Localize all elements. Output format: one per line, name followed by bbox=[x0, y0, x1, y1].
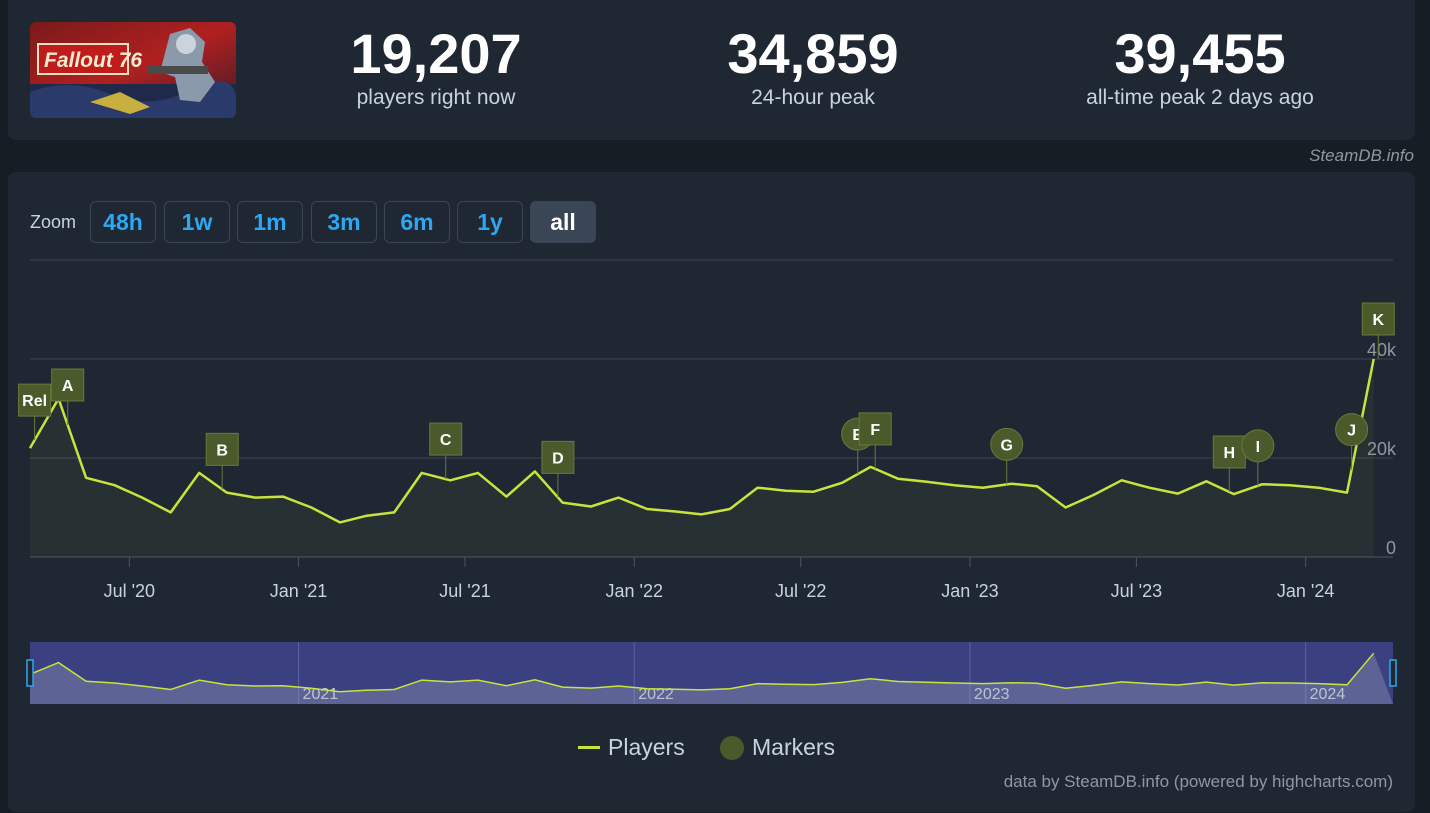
marker-label: D bbox=[552, 450, 564, 467]
players-line[interactable] bbox=[28, 358, 1375, 524]
zoom-48h-button[interactable]: 48h bbox=[90, 201, 156, 243]
highcharts-credit[interactable]: data by SteamDB.info (powered by highcha… bbox=[1003, 772, 1393, 791]
marker-k[interactable] bbox=[1361, 302, 1395, 336]
legend-players[interactable]: Players bbox=[578, 734, 685, 761]
logo-text: Fallout 76 bbox=[44, 49, 142, 72]
navigator-year-label: 2022 bbox=[638, 686, 674, 703]
marker-label: C bbox=[440, 432, 452, 449]
y-tick-label: 20k bbox=[1367, 439, 1397, 459]
zoom-1w-button[interactable]: 1w bbox=[164, 201, 230, 243]
navigator-handle-left[interactable] bbox=[26, 659, 34, 687]
y-tick-label: 0 bbox=[1386, 538, 1396, 558]
steamdb-credit[interactable]: SteamDB.info bbox=[1309, 146, 1414, 165]
zoom-3m-button[interactable]: 3m bbox=[311, 201, 377, 243]
players-series[interactable] bbox=[28, 358, 1375, 557]
legend-players-label: Players bbox=[608, 734, 685, 760]
marker-label: K bbox=[1373, 312, 1385, 329]
chart-grid bbox=[30, 259, 1393, 558]
stat-current: 19,207 players right now bbox=[276, 26, 596, 110]
navigator-year-label: 2023 bbox=[974, 686, 1010, 703]
marker-b[interactable] bbox=[205, 432, 239, 466]
game-logo[interactable]: Fallout 76 bbox=[30, 22, 236, 118]
y-axis: 0 20k 40k bbox=[1367, 340, 1397, 558]
marker-f[interactable] bbox=[858, 412, 892, 446]
marker-a[interactable] bbox=[51, 368, 85, 402]
marker-d[interactable] bbox=[541, 440, 575, 474]
marker-label: G bbox=[1000, 437, 1012, 454]
x-axis: Jul '20 Jan '21 Jul '21 Jan '22 Jul '22 Jan '… bbox=[104, 557, 1334, 601]
zoom-label: Zoom bbox=[30, 212, 77, 232]
navigator-year-label: 2024 bbox=[1310, 686, 1346, 703]
y-tick-label: 40k bbox=[1367, 340, 1397, 360]
marker-g[interactable] bbox=[990, 427, 1024, 461]
player-chart[interactable]: Jul '20 Jan '21 Jul '21 Jan '22 Jul '22 Jan '… bbox=[8, 172, 1415, 812]
legend-markers[interactable]: Markers bbox=[720, 734, 835, 761]
navigator-area bbox=[30, 653, 1393, 704]
marker-label: J bbox=[1347, 423, 1356, 440]
stats-panel: Fallout 76 19,207 players right now 34,8… bbox=[8, 0, 1415, 140]
navigator-line bbox=[29, 652, 1375, 693]
marker-i[interactable] bbox=[1241, 429, 1275, 463]
event-markers[interactable]: Rel A B C D E F G H I J K bbox=[18, 302, 1395, 498]
markers-legend-swatch bbox=[720, 735, 744, 760]
x-tick-label: Jan '22 bbox=[606, 581, 663, 601]
chart-panel: Zoom 48h 1w 1m 3m 6m 1y all Jul '20 Jan '21 Jul … bbox=[8, 172, 1415, 812]
marker-label: I bbox=[1256, 439, 1260, 456]
marker-label: Rel bbox=[22, 393, 47, 410]
x-tick-label: Jul '22 bbox=[775, 581, 826, 601]
players-now-value: 19,207 bbox=[350, 22, 522, 85]
navigator-handle-right[interactable] bbox=[1389, 659, 1397, 687]
marker-h[interactable] bbox=[1212, 435, 1246, 469]
players-area bbox=[30, 359, 1374, 557]
marker-j[interactable] bbox=[1335, 413, 1369, 447]
peak-24h-label: 24-hour peak bbox=[751, 86, 875, 109]
navigator-window[interactable] bbox=[30, 642, 1393, 704]
marker-rel[interactable] bbox=[18, 383, 52, 417]
x-tick-label: Jul '21 bbox=[439, 581, 490, 601]
all-time-peak-label: all-time peak 2 days ago bbox=[1086, 86, 1314, 109]
marker-label: H bbox=[1224, 445, 1236, 462]
marker-c[interactable] bbox=[429, 422, 463, 456]
marker-label: A bbox=[62, 378, 74, 395]
marker-label: B bbox=[216, 442, 228, 459]
all-time-peak-value: 39,455 bbox=[1114, 22, 1286, 85]
x-tick-label: Jul '23 bbox=[1111, 581, 1162, 601]
zoom-1y-button[interactable]: 1y bbox=[457, 201, 523, 243]
zoom-1m-button[interactable]: 1m bbox=[237, 201, 303, 243]
navigator[interactable]: 2021202220232024 bbox=[26, 642, 1397, 704]
x-tick-label: Jan '24 bbox=[1277, 581, 1334, 601]
zoom-6m-button[interactable]: 6m bbox=[384, 201, 450, 243]
stat-24h-peak: 34,859 24-hour peak bbox=[653, 26, 973, 110]
legend-markers-label: Markers bbox=[752, 734, 836, 760]
players-now-label: players right now bbox=[356, 86, 516, 109]
x-tick-label: Jul '20 bbox=[104, 581, 155, 601]
players-legend-swatch bbox=[578, 746, 600, 749]
x-tick-label: Jan '23 bbox=[941, 581, 998, 601]
stat-all-time-peak: 39,455 all-time peak 2 days ago bbox=[1040, 26, 1360, 110]
x-tick-label: Jan '21 bbox=[270, 581, 327, 601]
zoom-all-button[interactable]: all bbox=[530, 201, 596, 243]
peak-24h-value: 34,859 bbox=[727, 22, 899, 85]
marker-label: E bbox=[852, 427, 863, 444]
marker-label: F bbox=[870, 422, 880, 439]
